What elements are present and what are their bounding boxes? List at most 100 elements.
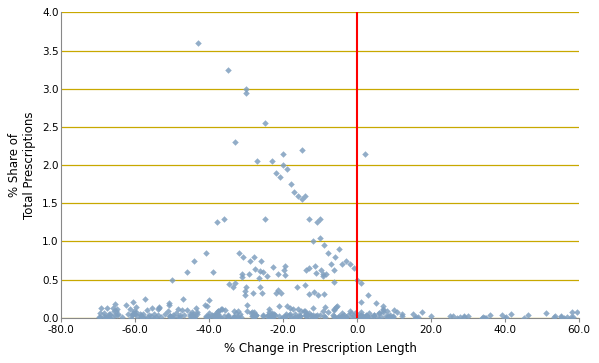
Point	[102, 305, 112, 311]
Point	[382, 315, 392, 321]
Point	[152, 314, 161, 320]
Point	[308, 314, 317, 319]
Point	[411, 314, 420, 320]
Point	[282, 303, 292, 309]
Point	[249, 254, 258, 260]
Point	[294, 306, 303, 312]
Point	[566, 314, 576, 319]
Point	[264, 309, 274, 315]
Point	[144, 312, 154, 318]
Point	[229, 314, 238, 320]
Point	[573, 309, 582, 315]
Point	[304, 291, 314, 297]
Point	[568, 315, 577, 321]
Point	[278, 314, 288, 320]
Point	[271, 170, 281, 176]
Point	[179, 296, 188, 302]
Point	[308, 312, 318, 318]
Point	[311, 270, 320, 276]
Point	[356, 299, 366, 305]
Point	[254, 275, 264, 281]
Point	[202, 314, 212, 320]
Point	[132, 309, 141, 315]
Point	[281, 311, 291, 317]
Point	[479, 315, 489, 321]
Point	[352, 277, 362, 282]
Point	[337, 310, 347, 315]
Point	[208, 269, 218, 275]
Point	[313, 292, 323, 298]
Point	[506, 311, 516, 317]
Point	[294, 193, 303, 199]
Point	[388, 313, 398, 319]
Point	[273, 272, 283, 277]
Point	[562, 314, 571, 319]
Point	[223, 313, 233, 319]
Point	[153, 306, 163, 312]
Point	[302, 311, 312, 317]
Point	[286, 314, 296, 320]
Point	[288, 306, 298, 312]
Point	[320, 271, 330, 277]
Point	[300, 312, 310, 318]
Point	[280, 313, 289, 319]
Point	[358, 313, 368, 318]
Point	[280, 314, 289, 320]
Point	[408, 311, 418, 317]
Point	[223, 67, 232, 73]
Point	[316, 312, 325, 318]
Point	[501, 314, 511, 320]
Point	[155, 304, 164, 310]
Point	[213, 311, 222, 317]
Point	[337, 314, 346, 320]
Point	[149, 315, 158, 321]
Point	[323, 309, 333, 315]
Point	[96, 305, 106, 311]
Point	[94, 314, 104, 320]
Point	[318, 271, 328, 277]
Point	[242, 302, 252, 307]
Point	[279, 267, 289, 273]
Point	[250, 266, 260, 272]
Point	[193, 40, 203, 46]
Point	[129, 308, 138, 314]
Point	[113, 311, 123, 317]
Point	[341, 258, 351, 264]
Point	[204, 297, 214, 303]
Point	[335, 313, 344, 319]
Point	[329, 268, 338, 273]
Point	[192, 311, 202, 317]
Point	[229, 314, 238, 320]
Point	[223, 313, 233, 318]
Point	[241, 86, 251, 91]
Point	[323, 250, 332, 256]
Point	[311, 219, 321, 225]
Point	[229, 314, 238, 320]
Point	[102, 314, 112, 320]
Point	[101, 314, 111, 320]
Point	[241, 284, 251, 290]
Point	[219, 216, 229, 221]
Point	[361, 312, 371, 318]
Point	[168, 314, 177, 320]
Point	[241, 90, 251, 95]
Point	[248, 313, 258, 319]
Point	[374, 310, 383, 316]
Point	[204, 314, 213, 320]
Point	[252, 312, 261, 318]
Point	[478, 314, 488, 320]
Point	[238, 274, 247, 280]
Point	[295, 314, 305, 319]
Point	[455, 314, 465, 320]
Point	[231, 139, 240, 145]
Point	[264, 311, 273, 317]
Point	[308, 238, 317, 244]
Point	[99, 313, 109, 319]
Point	[236, 314, 246, 319]
Point	[356, 313, 366, 319]
Point	[302, 314, 311, 319]
Point	[175, 314, 184, 319]
Point	[388, 314, 398, 320]
Point	[233, 308, 243, 314]
Point	[329, 280, 339, 285]
